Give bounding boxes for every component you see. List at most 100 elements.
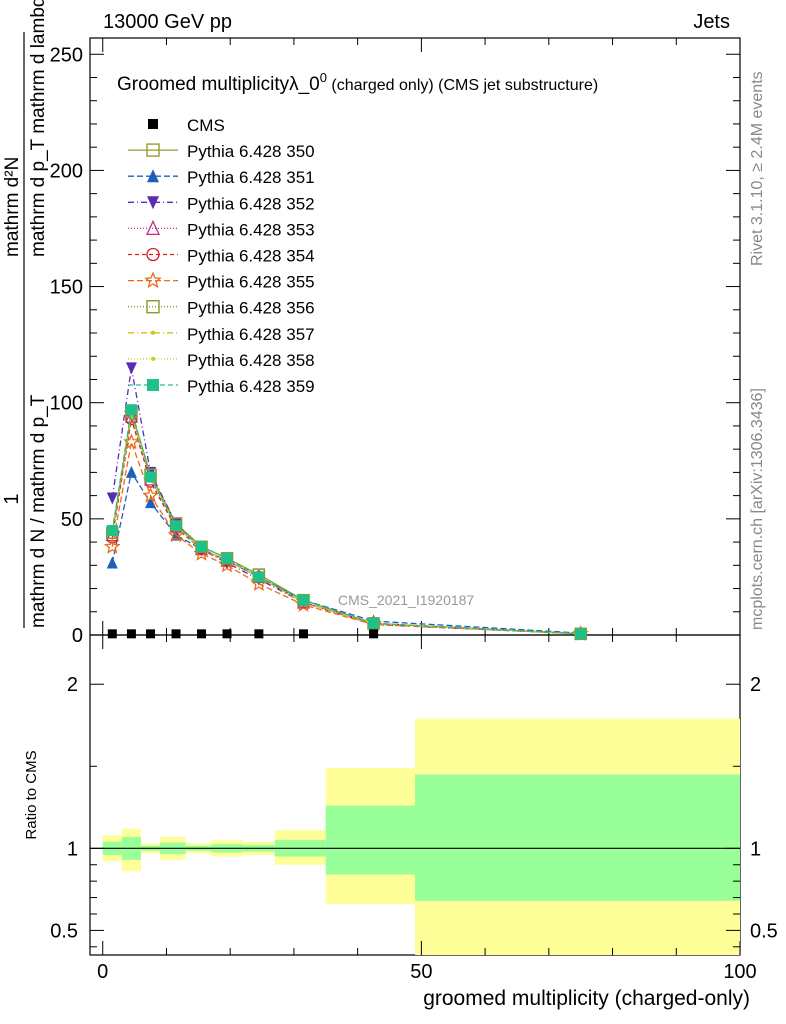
data-point-cms xyxy=(171,629,181,639)
legend-marker xyxy=(147,169,159,183)
ratio-band-inner-9 xyxy=(415,774,740,901)
legend-marker xyxy=(146,300,160,314)
data-point-pythia-6-428-359 xyxy=(106,524,118,536)
data-point-cms xyxy=(126,629,136,639)
ratio-bands xyxy=(102,718,740,955)
legend-item-cms: CMS xyxy=(148,116,225,135)
ratio-ytick-label: 1 xyxy=(67,838,78,860)
ratio-ytick-label-right: 2 xyxy=(750,674,761,696)
legend-label: Pythia 6.428 350 xyxy=(187,142,315,161)
series-line-pythia-6-428-355 xyxy=(111,439,581,635)
series-cms xyxy=(107,629,379,639)
legend-label: Pythia 6.428 356 xyxy=(187,299,315,318)
ratio-ytick-label-right: 1 xyxy=(750,838,761,860)
legend-marker xyxy=(146,247,160,262)
axis-ticks: 0 50 100 150 200 250 0.5 0.5 1 1 2 2 0 50 100 xyxy=(50,38,778,983)
ratio-ytick-label-right: 0.5 xyxy=(750,920,778,942)
data-point-pythia-6-428-352 xyxy=(125,362,137,375)
main-ytick-label: 50 xyxy=(61,509,83,531)
main-ytick-label: 0 xyxy=(72,625,83,647)
legend-item-pythia-6-428-353: Pythia 6.428 353 xyxy=(128,219,315,239)
main-ytick-label: 150 xyxy=(50,277,83,299)
legend-item-pythia-6-428-350: Pythia 6.428 350 xyxy=(128,142,315,161)
data-point-cms xyxy=(369,629,379,639)
chart-title-suffix: (charged only) (CMS jet substructure) xyxy=(327,77,598,94)
data-point-cms xyxy=(197,629,207,639)
series-line-pythia-6-428-359 xyxy=(111,409,581,635)
legend-item-pythia-6-428-355: Pythia 6.428 355 xyxy=(128,271,315,292)
ratio-ylabel: Ratio to CMS xyxy=(23,750,40,839)
ratio-band-inner-8 xyxy=(325,805,415,875)
series-line-pythia-6-428-358 xyxy=(111,414,581,635)
legend-label: Pythia 6.428 354 xyxy=(187,247,315,266)
data-point-cms xyxy=(298,629,308,639)
xlabel: groomed multiplicity (charged-only) xyxy=(423,987,750,1010)
xtick-label: 50 xyxy=(410,961,432,983)
data-point-cms xyxy=(222,629,232,639)
legend-item-pythia-6-428-354: Pythia 6.428 354 xyxy=(128,247,315,266)
legend-item-pythia-6-428-352: Pythia 6.428 352 xyxy=(128,194,315,213)
data-point-pythia-6-428-351 xyxy=(125,465,137,478)
data-point-pythia-6-428-359 xyxy=(297,594,309,606)
legend-item-pythia-6-428-356: Pythia 6.428 356 xyxy=(128,299,315,318)
chart-title-sup: 0 xyxy=(320,70,327,85)
series-line-pythia-6-428-351 xyxy=(111,470,581,634)
data-point-pythia-6-428-359 xyxy=(145,471,157,483)
legend-marker xyxy=(144,271,162,289)
xtick-label: 100 xyxy=(723,961,756,983)
legend-marker xyxy=(151,356,155,361)
analysis-watermark: CMS_2021_I1920187 xyxy=(338,592,474,608)
legend-label: CMS xyxy=(187,116,225,135)
legend-label: Pythia 6.428 359 xyxy=(187,377,315,396)
legend-label: Pythia 6.428 352 xyxy=(187,194,315,213)
series-pythia-6-428-351 xyxy=(106,465,587,639)
ratio-ytick-label: 2 xyxy=(67,674,78,696)
legend-item-pythia-6-428-351: Pythia 6.428 351 xyxy=(128,168,315,187)
data-point-pythia-6-428-359 xyxy=(125,404,137,416)
legend-marker xyxy=(148,119,158,129)
data-point-pythia-6-428-359 xyxy=(575,628,587,640)
process-label: Jets xyxy=(693,11,730,33)
legend-label: Pythia 6.428 358 xyxy=(187,351,315,370)
legend-marker xyxy=(146,143,160,157)
main-ytick-label: 200 xyxy=(50,160,83,182)
data-point-pythia-6-428-355 xyxy=(167,526,185,543)
data-point-pythia-6-428-359 xyxy=(170,520,182,532)
legend-marker xyxy=(145,219,161,236)
data-point-pythia-6-428-359 xyxy=(221,552,233,564)
legend-item-pythia-6-428-358: Pythia 6.428 358 xyxy=(128,351,315,370)
data-point-pythia-6-428-351 xyxy=(145,496,157,509)
energy-label: 13000 GeV pp xyxy=(103,11,232,33)
data-point-pythia-6-428-355 xyxy=(142,486,159,503)
mcplots-label: mcplots.cern.ch [arXiv:1306.3436] xyxy=(749,388,766,630)
main-ytick-label: 250 xyxy=(50,44,83,66)
main-ytick-label: 100 xyxy=(50,393,83,415)
legend-label: Pythia 6.428 355 xyxy=(187,273,315,292)
data-point-cms xyxy=(146,629,156,639)
xtick-label: 0 xyxy=(97,961,108,983)
data-point-cms xyxy=(254,629,264,639)
data-point-pythia-6-428-352 xyxy=(106,492,118,505)
legend-marker xyxy=(147,379,159,391)
data-point-pythia-6-428-351 xyxy=(106,556,118,569)
legend-marker xyxy=(147,196,159,210)
data-point-pythia-6-428-359 xyxy=(253,571,265,583)
ylabel-one: 1 xyxy=(1,493,23,504)
chart-title: Groomed multiplicityλ_00 (charged only) … xyxy=(117,70,598,95)
legend-label: Pythia 6.428 353 xyxy=(187,220,315,239)
legend-marker xyxy=(151,330,155,335)
ratio-ytick-label: 0.5 xyxy=(50,920,78,942)
data-point-pythia-6-428-353 xyxy=(124,408,138,423)
ylabel-numerator-top: mathrm d²N xyxy=(2,157,23,257)
legend-item-pythia-6-428-357: Pythia 6.428 357 xyxy=(128,325,315,344)
series-line-pythia-6-428-357 xyxy=(111,414,581,635)
data-point-pythia-6-428-359 xyxy=(368,617,380,629)
data-point-pythia-6-428-355 xyxy=(103,537,121,554)
data-point-pythia-6-428-359 xyxy=(196,541,208,553)
legend-label: Pythia 6.428 351 xyxy=(187,168,315,187)
legend: CMS Pythia 6.428 350 Pythia 6.428 351 Pythi… xyxy=(128,116,315,396)
legend-item-pythia-6-428-359: Pythia 6.428 359 xyxy=(128,377,315,396)
ylabel-numerator-bottom: mathrm d p_T mathrm d lambda xyxy=(28,0,49,257)
ylabel-denominator: mathrm d N / mathrm d p_T xyxy=(28,394,49,628)
